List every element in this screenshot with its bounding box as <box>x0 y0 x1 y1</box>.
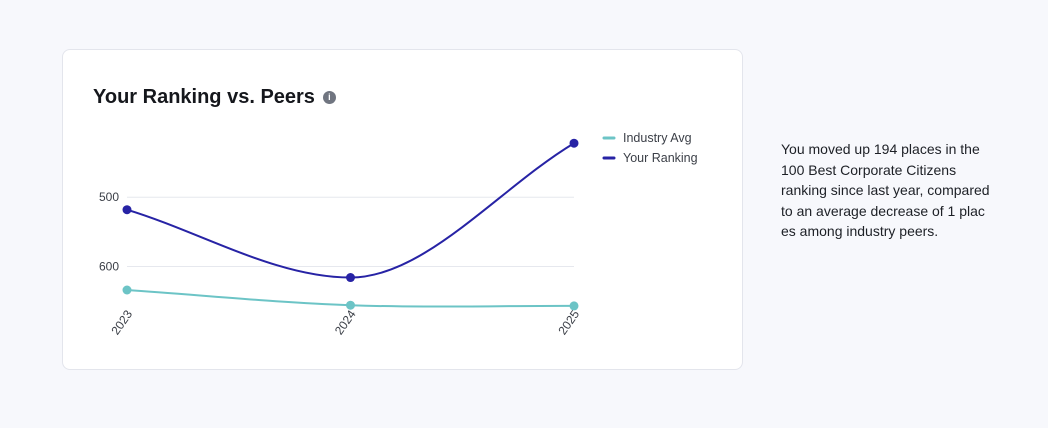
data-point-industry-avg <box>346 300 355 310</box>
data-point-industry-avg <box>122 285 132 295</box>
legend-label-your-ranking: Your Ranking <box>623 151 698 165</box>
card-title-text: Your Ranking vs. Peers <box>93 86 315 108</box>
data-point-your-ranking <box>569 138 579 148</box>
x-tick-label: 2024 <box>332 307 359 337</box>
chart-legend: Industry Avg Your Ranking <box>602 131 698 165</box>
card-title: Your Ranking vs. Peers i <box>93 86 336 109</box>
x-tick-label: 2023 <box>108 307 135 337</box>
ranking-chart: 500 600 2023 2024 2025 Industry Avg Your Ran… <box>99 131 698 337</box>
y-tick-label: 500 <box>99 190 119 204</box>
legend-label-industry-avg: Industry Avg <box>623 131 692 145</box>
data-point-industry-avg <box>569 301 579 311</box>
series-lines <box>126 142 575 308</box>
series-line-your-ranking <box>126 142 575 279</box>
y-tick-label: 600 <box>99 259 119 273</box>
insight-text: You moved up 194 places in the 100 Best … <box>781 141 990 239</box>
ranking-card: Your Ranking vs. Peers i 500 600 2023 2024… <box>62 49 743 370</box>
grid-lines <box>127 196 574 267</box>
x-tick-label: 2025 <box>555 307 582 337</box>
series-points <box>122 138 579 311</box>
info-icon[interactable]: i <box>322 91 336 104</box>
x-axis-ticks: 2023 2024 2025 <box>108 307 582 337</box>
data-point-your-ranking <box>122 205 132 215</box>
data-point-your-ranking <box>346 273 355 283</box>
y-axis-ticks: 500 600 <box>99 190 119 273</box>
